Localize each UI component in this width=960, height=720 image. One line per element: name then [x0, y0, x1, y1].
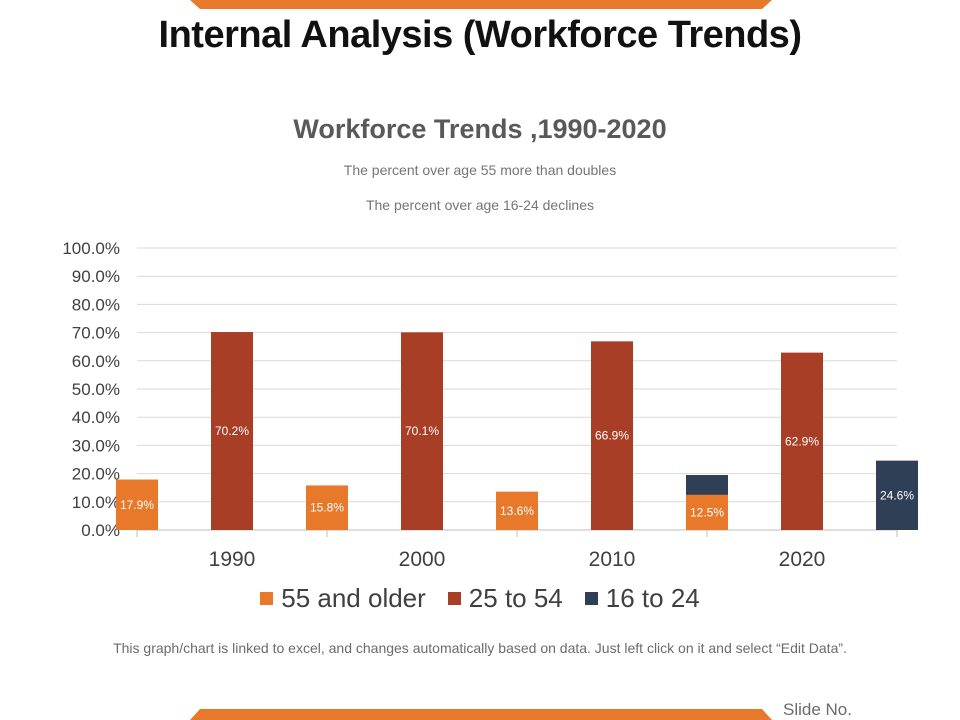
x-tick-label: 1990	[209, 548, 256, 571]
legend-item-55-and-older[interactable]: 55 and older	[260, 583, 426, 614]
legend-item-16-to-24[interactable]: 16 to 24	[584, 583, 700, 614]
x-tick-label: 2020	[779, 548, 826, 571]
data-label: 24.6%	[880, 488, 914, 502]
data-label: 62.9%	[785, 434, 819, 448]
footnote: This graph/chart is linked to excel, and…	[113, 640, 847, 656]
bar-25-to-54-1990	[211, 332, 253, 530]
y-tick-label: 100.0%	[62, 239, 120, 258]
data-label: 66.9%	[595, 429, 629, 443]
bar-16-to-24-2020	[876, 460, 918, 530]
y-tick-label: 10.0%	[72, 493, 120, 512]
bar-25-to-54-2000	[401, 332, 443, 530]
data-label: 70.1%	[405, 424, 439, 438]
data-label: 70.2%	[215, 424, 249, 438]
legend-label: 25 to 54	[468, 583, 563, 613]
x-tick-label: 2010	[589, 548, 636, 571]
y-tick-label: 70.0%	[72, 324, 120, 343]
x-tick-label: 2000	[399, 548, 446, 571]
legend-label: 16 to 24	[605, 583, 700, 613]
legend-swatch	[260, 592, 274, 605]
bar-55-and-older-2020	[686, 494, 728, 530]
data-label: 17.9%	[120, 498, 154, 512]
top-accent-bar	[190, 0, 772, 9]
y-tick-label: 50.0%	[72, 380, 120, 399]
chart-subtitle-2: The percent over age 16-24 declines	[365, 197, 595, 213]
y-tick-label: 80.0%	[72, 295, 120, 314]
legend-swatch	[447, 592, 461, 605]
chart-title: Workforce Trends ,1990-2020	[293, 114, 667, 144]
y-tick-label: 20.0%	[72, 465, 120, 484]
y-tick-label: 0.0%	[81, 521, 120, 540]
bar-55-and-older-2000	[306, 485, 348, 530]
slide-number: Slide No.	[783, 700, 852, 719]
y-tick-label: 90.0%	[72, 267, 120, 286]
bottom-accent-bar	[190, 709, 772, 720]
data-label: 15.8%	[310, 501, 344, 515]
page-title: Internal Analysis (Workforce Trends)	[158, 14, 802, 56]
y-tick-label: 60.0%	[72, 352, 120, 371]
data-label: 13.6%	[500, 504, 534, 518]
legend-item-25-to-54[interactable]: 25 to 54	[447, 583, 563, 614]
y-tick-label: 30.0%	[72, 436, 120, 455]
chart-subtitle-1: The percent over age 55 more than double…	[343, 162, 617, 178]
chart-legend: 55 and older 25 to 54 16 to 24	[0, 583, 960, 614]
data-label: 12.5%	[690, 505, 724, 519]
y-tick-label: 40.0%	[72, 408, 120, 427]
legend-swatch	[584, 592, 598, 605]
bar-25-to-54-2020	[781, 352, 823, 530]
bar-55-and-older-1990	[116, 479, 158, 530]
bar-55-and-older-2010	[496, 491, 538, 530]
bar-25-to-54-2010	[591, 341, 633, 530]
legend-label: 55 and older	[281, 583, 426, 613]
